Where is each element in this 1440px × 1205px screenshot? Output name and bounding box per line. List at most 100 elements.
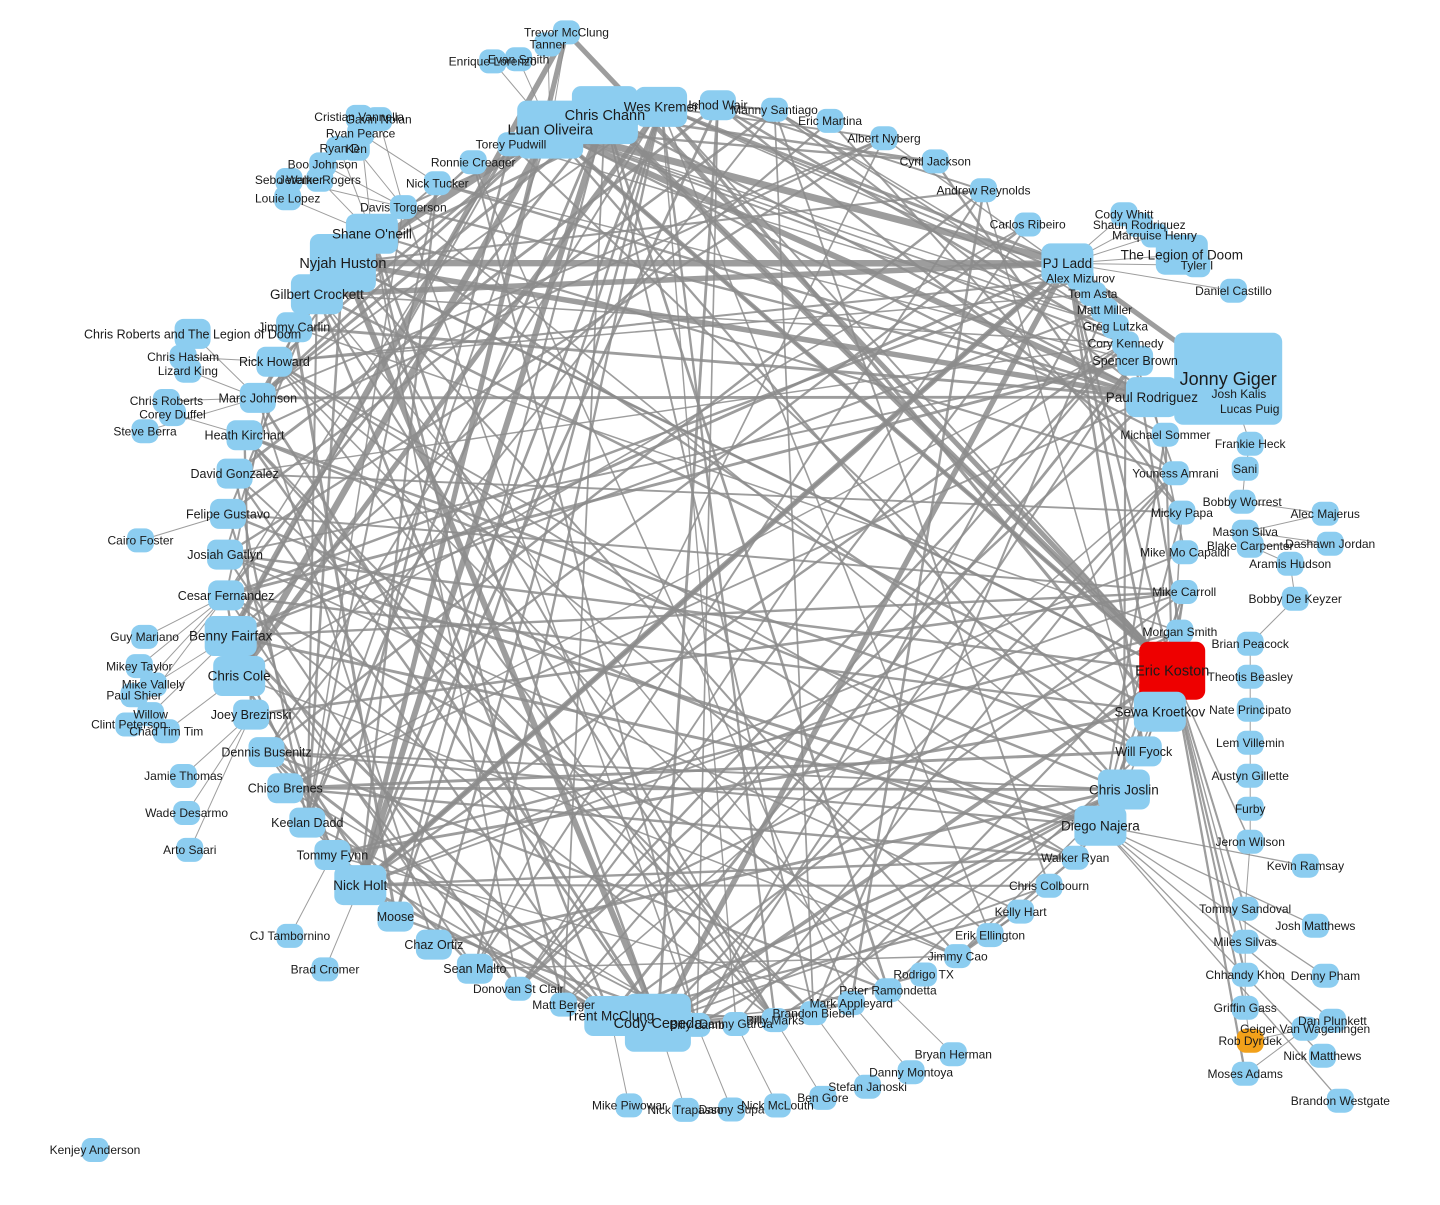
svg-text:Andrew Reynolds: Andrew Reynolds (936, 184, 1030, 198)
svg-text:Spencer Brown: Spencer Brown (1092, 354, 1178, 368)
svg-text:Luan Oliveira: Luan Oliveira (507, 123, 593, 139)
svg-text:Ken: Ken (346, 142, 367, 156)
svg-text:Aramis Hudson: Aramis Hudson (1249, 557, 1331, 571)
svg-text:The Legion of Doom: The Legion of Doom (1121, 247, 1243, 262)
svg-text:Lizard King: Lizard King (158, 364, 218, 378)
svg-text:Joey Brezinski: Joey Brezinski (211, 708, 292, 722)
svg-text:Chris Cole: Chris Cole (208, 669, 271, 684)
svg-text:Mikey Taylor: Mikey Taylor (106, 659, 172, 673)
svg-text:Lem Villemin: Lem Villemin (1216, 736, 1284, 750)
svg-text:Shane O'neill: Shane O'neill (332, 227, 412, 242)
svg-text:Chico Brenes: Chico Brenes (248, 782, 323, 796)
svg-text:Chris Roberts and The Legion o: Chris Roberts and The Legion of Doom (84, 327, 301, 341)
svg-text:Cesar Fernandez: Cesar Fernandez (178, 589, 275, 603)
svg-text:Mike Carroll: Mike Carroll (1152, 585, 1216, 599)
svg-text:Carlos Ribeiro: Carlos Ribeiro (990, 218, 1066, 232)
svg-text:Mike Vallely: Mike Vallely (122, 678, 185, 692)
svg-text:Danny Montoya: Danny Montoya (869, 1065, 953, 1079)
svg-text:Eric Koston: Eric Koston (1135, 664, 1209, 680)
svg-text:Bobby Worrest: Bobby Worrest (1203, 495, 1283, 509)
svg-text:Jamie Thomas: Jamie Thomas (144, 769, 222, 783)
svg-text:Chris Joslin: Chris Joslin (1089, 782, 1159, 797)
svg-text:Ryan Pearce: Ryan Pearce (326, 127, 396, 141)
svg-text:Eric Martina: Eric Martina (798, 114, 862, 128)
svg-text:Sean Malto: Sean Malto (443, 962, 506, 976)
svg-text:Peter Ramondetta: Peter Ramondetta (839, 983, 937, 997)
svg-text:Nick Tucker: Nick Tucker (406, 176, 469, 190)
svg-text:Michael Sommer: Michael Sommer (1120, 428, 1210, 442)
svg-text:Brian Peacock: Brian Peacock (1212, 637, 1290, 651)
svg-text:Donovan St Clair: Donovan St Clair (473, 982, 564, 996)
svg-text:Jonny Giger: Jonny Giger (1180, 369, 1277, 389)
svg-text:Albert Nyberg: Albert Nyberg (847, 131, 920, 145)
svg-text:Nick Matthews: Nick Matthews (1283, 1049, 1361, 1063)
svg-text:Chris Colbourn: Chris Colbourn (1009, 879, 1089, 893)
svg-text:Corey Duffel: Corey Duffel (139, 407, 205, 421)
svg-text:Bobby De Keyzer: Bobby De Keyzer (1249, 592, 1342, 606)
svg-text:Steve Berra: Steve Berra (113, 424, 177, 438)
svg-text:Diego Najera: Diego Najera (1061, 819, 1140, 834)
svg-text:Moses Adams: Moses Adams (1208, 1067, 1283, 1081)
svg-text:Cody Whitt: Cody Whitt (1095, 207, 1154, 221)
svg-text:Dashawn Jordan: Dashawn Jordan (1285, 537, 1375, 551)
svg-text:Louie Lopez: Louie Lopez (255, 192, 320, 206)
svg-text:Davis Torgerson: Davis Torgerson (360, 200, 446, 214)
svg-text:Matt Berger: Matt Berger (532, 998, 595, 1012)
svg-text:Brad Cromer: Brad Cromer (291, 963, 360, 977)
svg-text:Miles Silvas: Miles Silvas (1214, 935, 1277, 949)
svg-text:Nick Holt: Nick Holt (333, 878, 387, 893)
svg-text:Dan Plunkett: Dan Plunkett (1298, 1014, 1367, 1028)
svg-text:Wade Desarmo: Wade Desarmo (145, 806, 228, 820)
svg-text:Felipe Gustavo: Felipe Gustavo (186, 507, 270, 521)
svg-text:Josh Kalis: Josh Kalis (1212, 387, 1267, 401)
svg-text:Rick Howard: Rick Howard (239, 355, 310, 369)
svg-text:Heath Kirchart: Heath Kirchart (205, 429, 285, 443)
svg-text:Gilbert Crockett: Gilbert Crockett (270, 287, 364, 302)
svg-text:Denny Pham: Denny Pham (1291, 969, 1360, 983)
svg-text:Tanner: Tanner (529, 38, 566, 52)
svg-text:Chris Roberts: Chris Roberts (130, 394, 203, 408)
svg-text:Torey Pudwill: Torey Pudwill (476, 138, 547, 152)
svg-text:CJ Tambornino: CJ Tambornino (250, 929, 331, 943)
svg-text:Austyn Gillette: Austyn Gillette (1212, 769, 1290, 783)
svg-text:Cory Kennedy: Cory Kennedy (1088, 337, 1164, 351)
svg-text:Nate Principato: Nate Principato (1209, 703, 1291, 717)
svg-text:Tommy Fynn: Tommy Fynn (297, 848, 369, 862)
svg-text:Marc Johnson: Marc Johnson (219, 391, 298, 405)
svg-text:Cyril Jackson: Cyril Jackson (900, 155, 971, 169)
svg-text:Kenjey Anderson: Kenjey Anderson (50, 1143, 141, 1157)
svg-text:Chad Tim Tim: Chad Tim Tim (129, 724, 203, 738)
svg-text:David Gonzalez: David Gonzalez (190, 467, 278, 481)
svg-text:Nyjah Huston: Nyjah Huston (299, 256, 386, 272)
svg-text:Mason Silva: Mason Silva (1213, 525, 1279, 539)
svg-text:Ronnie Creager: Ronnie Creager (431, 155, 516, 169)
svg-text:Alex Mizurov: Alex Mizurov (1046, 272, 1115, 286)
svg-text:Boo Johnson: Boo Johnson (288, 158, 358, 172)
svg-text:Rodrigo TX: Rodrigo TX (893, 968, 953, 982)
svg-text:Frankie Heck: Frankie Heck (1215, 437, 1287, 451)
svg-text:Blake Carpenter: Blake Carpenter (1207, 539, 1294, 553)
svg-text:Lucas Puig: Lucas Puig (1220, 402, 1279, 416)
svg-text:Brandon Westgate: Brandon Westgate (1291, 1094, 1391, 1108)
svg-text:Sani: Sani (1233, 462, 1257, 476)
svg-text:Arto Saari: Arto Saari (163, 843, 216, 857)
svg-text:Theotis Beasley: Theotis Beasley (1208, 670, 1293, 684)
svg-text:Kevin Ramsay: Kevin Ramsay (1267, 859, 1344, 873)
svg-text:Chaz Ortiz: Chaz Ortiz (404, 938, 463, 952)
svg-text:Sewa Kroetkov: Sewa Kroetkov (1115, 704, 1206, 719)
svg-text:Rob Dyrdek: Rob Dyrdek (1219, 1034, 1283, 1048)
svg-text:Sebo Walker: Sebo Walker (255, 173, 323, 187)
svg-text:Kelly Hart: Kelly Hart (995, 905, 1048, 919)
svg-text:Erik Ellington: Erik Ellington (955, 928, 1025, 942)
svg-text:Keelan Dadd: Keelan Dadd (271, 816, 343, 830)
svg-text:Guy Mariano: Guy Mariano (110, 630, 179, 644)
svg-text:Gavin Nolan: Gavin Nolan (346, 112, 412, 126)
svg-text:Enrique Lorenzo: Enrique Lorenzo (449, 55, 537, 69)
svg-text:Morgan Smith: Morgan Smith (1143, 625, 1218, 639)
svg-text:Cairo Foster: Cairo Foster (107, 534, 173, 548)
svg-text:Benny Fairfax: Benny Fairfax (189, 629, 273, 644)
svg-text:Tom Asta: Tom Asta (1068, 287, 1118, 301)
svg-text:Josiah Gatlyn: Josiah Gatlyn (187, 548, 263, 562)
svg-text:Youness Amrani: Youness Amrani (1132, 467, 1218, 481)
svg-text:PJ Ladd: PJ Ladd (1043, 256, 1093, 271)
